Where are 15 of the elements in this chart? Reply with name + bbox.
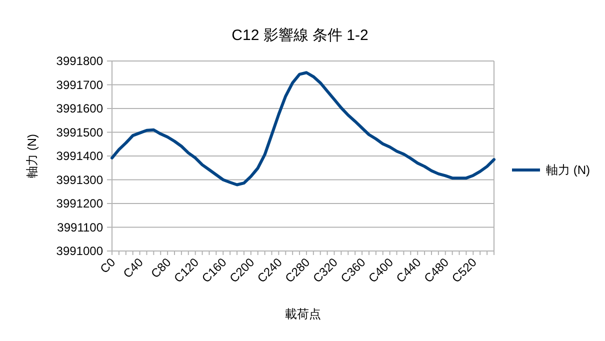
- y-tick-label: 3991700: [56, 78, 104, 92]
- x-tick-label: C80: [148, 254, 174, 281]
- y-tick-label: 3991200: [56, 196, 104, 210]
- y-axis-title: 軸力 (N): [25, 134, 39, 178]
- line-series: [110, 71, 496, 186]
- y-tick-label: 3991300: [56, 172, 104, 187]
- y-tick-label: 3991600: [56, 102, 104, 116]
- x-axis-title: 載荷点: [285, 307, 321, 321]
- x-tick-label: C40: [120, 254, 146, 281]
- chart-title: C12 影響線 条件 1-2: [232, 27, 368, 44]
- y-tick-label: 3991500: [56, 125, 104, 140]
- y-tick-label: 3991100: [57, 220, 104, 234]
- y-tick-label: 3991800: [56, 54, 104, 68]
- y-tick-label: 3991400: [56, 149, 104, 163]
- legend-label: 軸力 (N): [546, 163, 590, 177]
